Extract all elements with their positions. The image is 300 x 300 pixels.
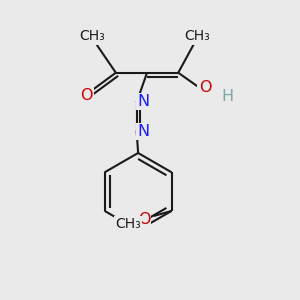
Text: CH₃: CH₃: [185, 29, 210, 44]
Text: O: O: [199, 80, 211, 95]
Text: H: H: [221, 89, 233, 104]
Text: O: O: [138, 212, 150, 227]
Text: O: O: [80, 88, 92, 103]
Text: N: N: [137, 124, 149, 139]
Text: CH₃: CH₃: [115, 217, 141, 231]
Text: N: N: [137, 94, 149, 109]
Text: CH₃: CH₃: [79, 29, 105, 44]
